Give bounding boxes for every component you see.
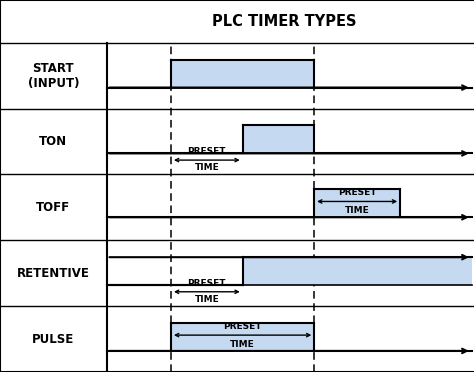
- Bar: [314, 189, 400, 217]
- Bar: [171, 323, 314, 351]
- Text: START
(INPUT): START (INPUT): [27, 62, 79, 90]
- Text: PULSE: PULSE: [32, 333, 74, 346]
- Text: PLC TIMER TYPES: PLC TIMER TYPES: [212, 14, 356, 29]
- Text: TIME: TIME: [345, 206, 370, 215]
- Text: TIME: TIME: [194, 163, 219, 172]
- Text: TIME: TIME: [230, 340, 255, 349]
- Text: RETENTIVE: RETENTIVE: [17, 267, 90, 280]
- Bar: [243, 125, 314, 153]
- Bar: [243, 257, 472, 285]
- Text: PRESET: PRESET: [223, 322, 262, 331]
- Bar: [171, 60, 314, 87]
- Text: TIME: TIME: [194, 295, 219, 304]
- Text: TON: TON: [39, 135, 67, 148]
- Text: PRESET: PRESET: [188, 147, 226, 156]
- Text: PRESET: PRESET: [188, 279, 226, 288]
- Text: TOFF: TOFF: [36, 201, 70, 214]
- Text: PRESET: PRESET: [338, 188, 376, 197]
